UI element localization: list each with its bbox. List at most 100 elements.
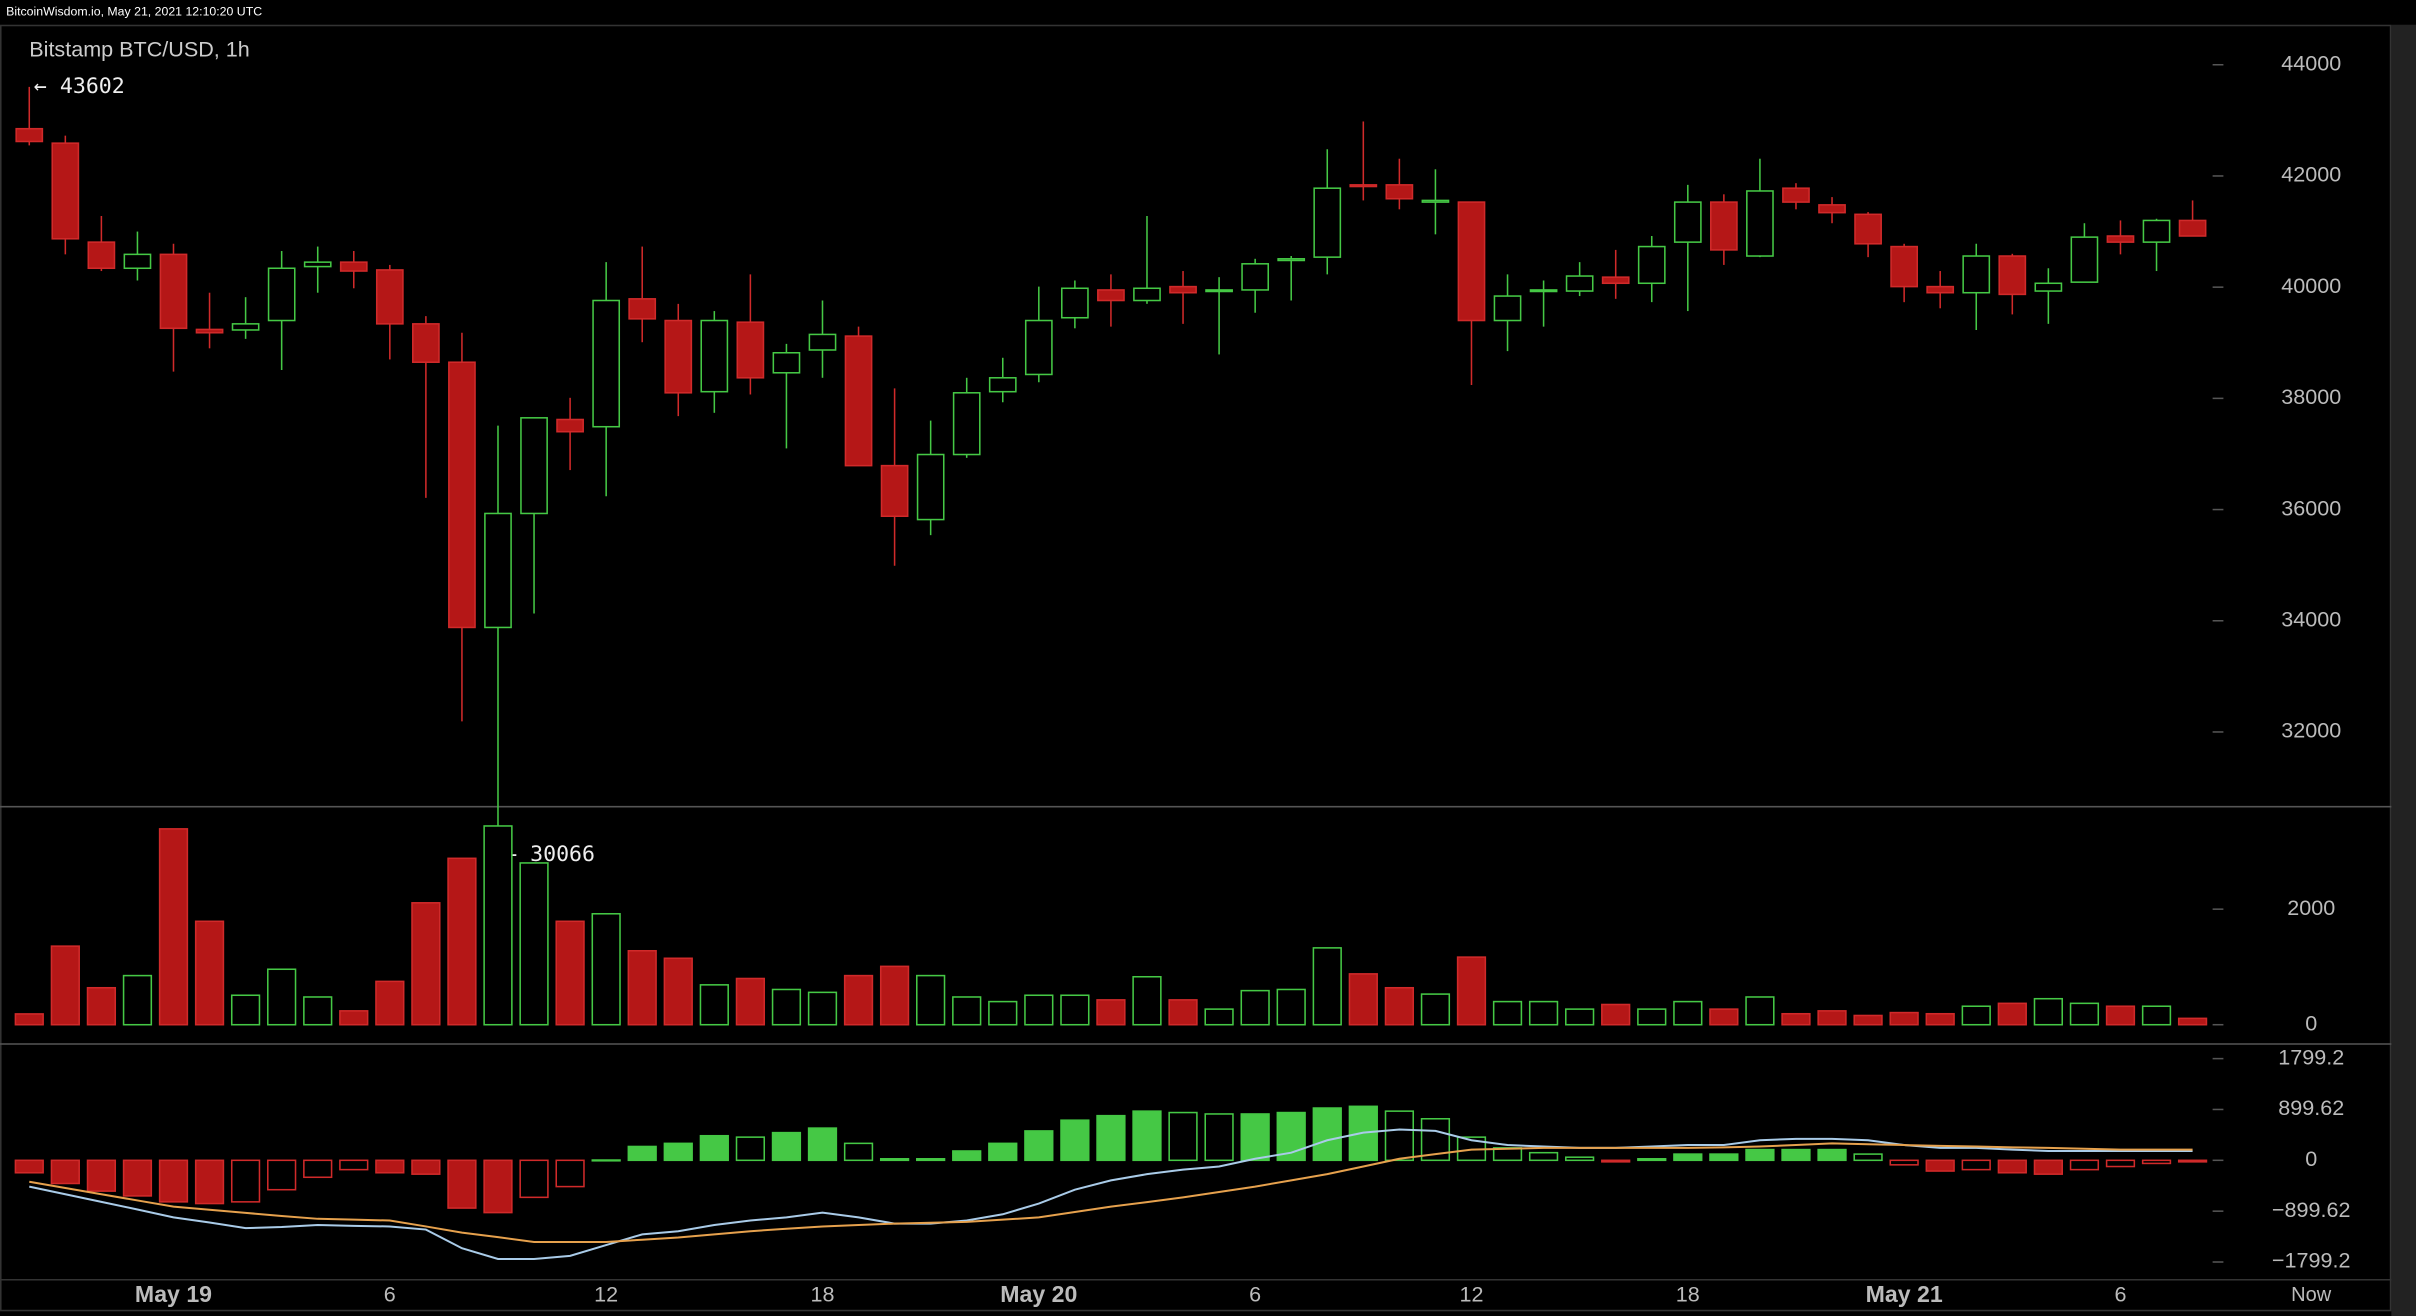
candle-body: [1457, 201, 1486, 322]
macd-histogram-bar: [1024, 1130, 1054, 1162]
macd-histogram-bar: [303, 1159, 333, 1179]
macd-histogram-bar: [1096, 1114, 1126, 1162]
macd-histogram-bar: [2141, 1159, 2172, 1165]
candle-body: [1349, 184, 1378, 188]
volume-bar: [1853, 1014, 1883, 1026]
candle-body: [1565, 275, 1594, 292]
candle-body: [880, 464, 909, 518]
candle-body: [1709, 201, 1738, 251]
frame: [0, 24, 2392, 1312]
macd-histogram-bar: [879, 1158, 910, 1162]
volume-bar: [1204, 1008, 1234, 1026]
y-tick-label: 40000: [2281, 273, 2341, 298]
candle-body: [628, 298, 657, 320]
candle-body: [1637, 245, 1666, 285]
volume-bar: [1060, 994, 1090, 1026]
candle-body: [448, 361, 476, 629]
macd-histogram-bar: [1637, 1158, 1667, 1162]
candle-body: [231, 323, 260, 331]
macd-histogram-bar: [267, 1159, 297, 1191]
now-label: Now: [2291, 1284, 2332, 1306]
volume-bar: [339, 1010, 369, 1026]
macd-histogram-bar: [1240, 1113, 1270, 1162]
candle-body: [1998, 255, 2027, 296]
candle-body: [1854, 213, 1882, 245]
candle-body: [1746, 190, 1774, 257]
candle-body: [1205, 289, 1233, 293]
macd-histogram-bar: [1889, 1159, 1919, 1166]
candle-body: [484, 512, 512, 629]
macd-histogram-bar: [591, 1159, 621, 1162]
volume-bar: [1276, 988, 1306, 1026]
volume-bar: [303, 996, 333, 1026]
candle-body: [1313, 187, 1342, 258]
candle-body: [1421, 199, 1450, 203]
macd-histogram-bar: [122, 1159, 153, 1197]
candle-body: [1782, 187, 1810, 203]
candle-body: [2070, 236, 2099, 283]
volume-bar: [843, 974, 874, 1026]
macd-histogram-bar: [1384, 1110, 1415, 1162]
volume-bar: [86, 986, 117, 1026]
macd-histogram-bar: [1168, 1111, 1198, 1162]
volume-bar: [1024, 994, 1054, 1026]
volume-bar: [555, 920, 585, 1026]
candle-body: [87, 241, 116, 270]
macd-histogram-bar: [1132, 1110, 1162, 1162]
volume-bar: [879, 965, 910, 1026]
volume-bar: [1961, 1005, 1991, 1026]
macd-histogram-bar: [1925, 1159, 1955, 1172]
macd-histogram-bar: [663, 1142, 693, 1162]
macd-histogram-bar: [1817, 1148, 1847, 1162]
candle-body: [1529, 289, 1558, 293]
volume-bar: [1132, 975, 1162, 1026]
candle-body: [1385, 184, 1414, 200]
candle-body: [844, 335, 873, 467]
macd-histogram-bar: [50, 1159, 80, 1185]
macd-histogram-bar: [2105, 1159, 2136, 1168]
macd-line: [29, 1128, 2193, 1260]
macd-histogram-bar: [14, 1159, 44, 1174]
candle-body: [159, 253, 188, 330]
volume-bar: [519, 862, 549, 1026]
macd-histogram-bar: [1565, 1156, 1595, 1162]
volume-bar: [1528, 1000, 1559, 1026]
candle-body: [1493, 295, 1522, 322]
volume-bar: [2177, 1017, 2208, 1026]
x-tick-label: May 21: [1866, 1281, 1943, 1307]
macd-histogram-bar: [2069, 1159, 2100, 1171]
macd-histogram-bar: [339, 1159, 369, 1171]
volume-bar: [627, 949, 657, 1026]
candle-body: [520, 417, 548, 515]
volume-bar: [50, 945, 80, 1026]
volume-bar: [1817, 1010, 1847, 1026]
x-tick-label: 18: [810, 1282, 834, 1307]
volume-bar: [14, 1013, 44, 1026]
volume-bar: [591, 913, 621, 1026]
volume-bar: [1240, 989, 1270, 1026]
y-tick-label: 38000: [2281, 384, 2341, 409]
volume-bar: [483, 825, 513, 1026]
volume-bar: [1456, 956, 1487, 1026]
macd-histogram-bar: [735, 1136, 766, 1162]
y-tick-label: 0: [2305, 1010, 2317, 1035]
candle-body: [808, 333, 837, 351]
plot: 32000 34000 36000 38000 40000 42000 44000 May 1…: [14, 50, 2351, 1307]
volume-bar: [158, 828, 189, 1026]
volume-bar: [1709, 1008, 1739, 1026]
candle-body: [1962, 255, 1991, 294]
candle-body: [375, 269, 404, 325]
volume-bar: [663, 957, 693, 1026]
y-tick-label: −899.62: [2272, 1197, 2351, 1222]
candle-body: [988, 377, 1017, 393]
candle-body: [15, 127, 44, 143]
macd-histogram-bar: [194, 1159, 225, 1205]
volume-bar: [1168, 999, 1198, 1026]
x-tick-label: 12: [1459, 1282, 1483, 1307]
x-tick-label: 6: [2114, 1282, 2126, 1307]
volume-bar: [1997, 1002, 2027, 1026]
candle-body: [123, 253, 152, 270]
candle-body: [736, 321, 765, 379]
